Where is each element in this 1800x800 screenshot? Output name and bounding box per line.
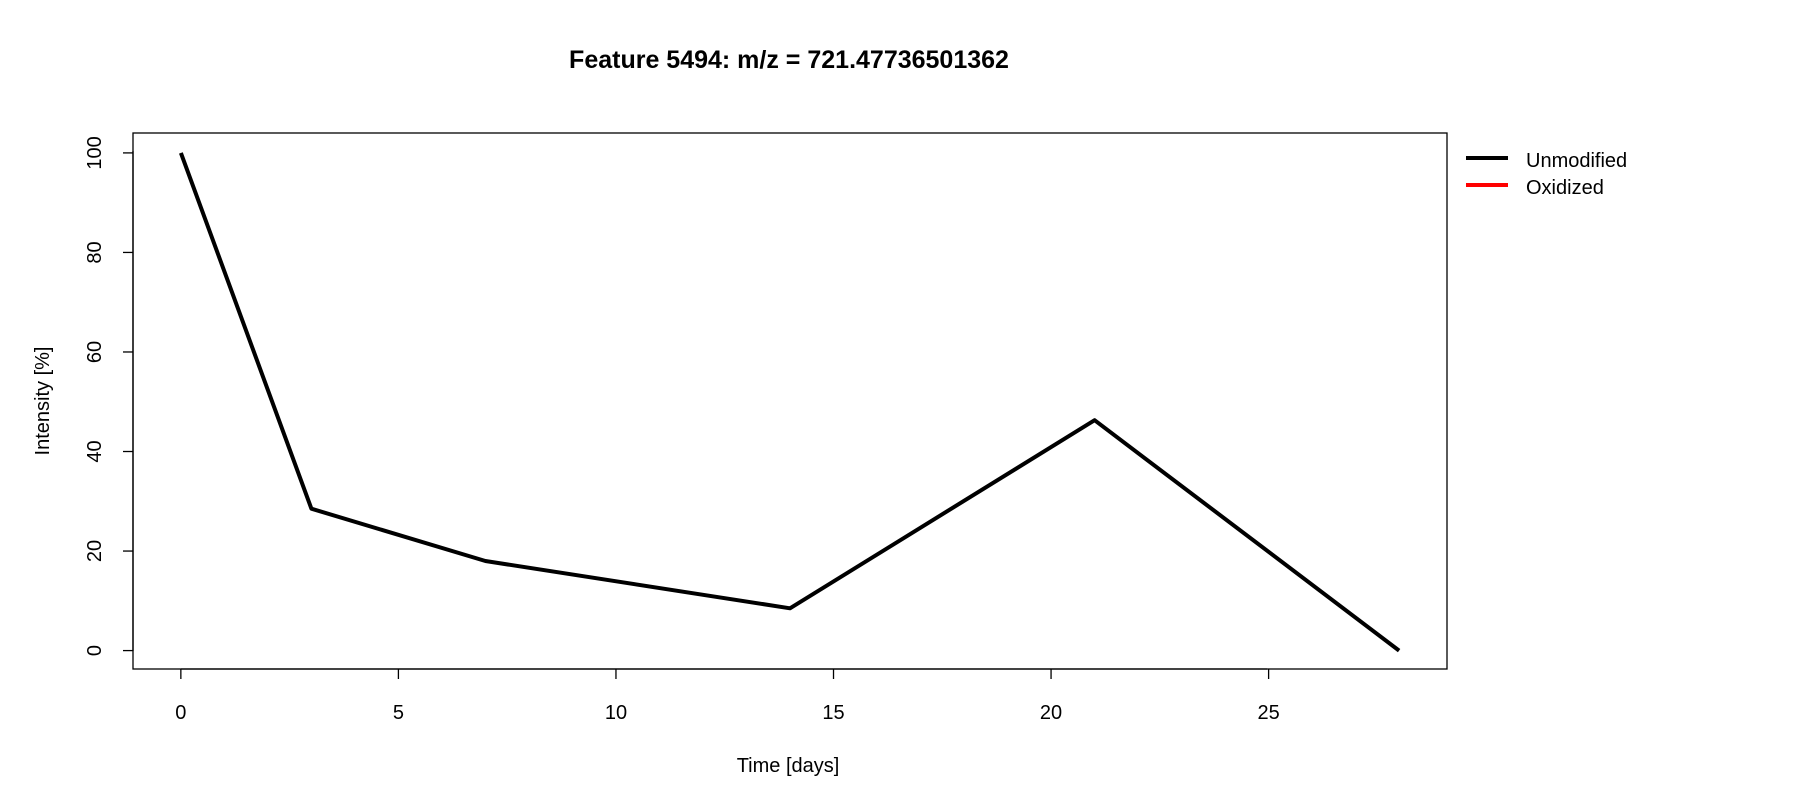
- y-tick-label: 100: [84, 136, 106, 169]
- legend-label-oxidized: Oxidized: [1526, 177, 1604, 199]
- x-tick-label: 25: [1257, 702, 1279, 724]
- x-tick-label: 10: [605, 702, 627, 724]
- y-axis-label: Intensity [%]: [32, 347, 54, 456]
- x-tick-label: 20: [1040, 702, 1062, 724]
- legend: Unmodified Oxidized: [1466, 150, 1627, 199]
- y-tick-label: 20: [84, 540, 106, 562]
- chart-title: Feature 5494: m/z = 721.47736501362: [569, 46, 1009, 74]
- y-tick-label: 0: [84, 645, 106, 656]
- y-tick-label: 40: [84, 440, 106, 462]
- y-tick-label: 80: [84, 241, 106, 263]
- y-axis-ticks: 0 20 40 60 80 100: [84, 136, 133, 656]
- legend-label-unmodified: Unmodified: [1526, 150, 1627, 172]
- series-lines: [179, 152, 1401, 653]
- x-tick-label: 15: [822, 702, 844, 724]
- x-tick-label: 5: [393, 702, 404, 724]
- x-axis-label: Time [days]: [737, 755, 840, 777]
- x-tick-label: 0: [175, 702, 186, 724]
- series-line-unmodified: [179, 152, 1401, 653]
- x-axis-ticks: 0 5 10 15 20 25: [175, 669, 1280, 724]
- y-tick-label: 60: [84, 341, 106, 363]
- plot-frame: [132, 132, 1448, 670]
